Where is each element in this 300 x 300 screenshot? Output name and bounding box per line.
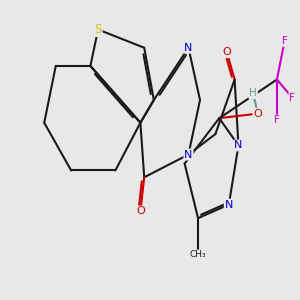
Text: H: H (249, 88, 257, 98)
Text: O: O (223, 47, 231, 57)
Text: N: N (184, 43, 193, 53)
Text: F: F (290, 93, 295, 103)
Text: N: N (184, 149, 193, 160)
Text: N: N (225, 200, 233, 209)
Text: O: O (136, 206, 145, 216)
Text: F: F (282, 36, 288, 46)
Text: CH₃: CH₃ (190, 250, 206, 259)
Text: N: N (234, 140, 243, 151)
Text: O: O (253, 109, 262, 118)
Text: F: F (274, 116, 280, 125)
Text: S: S (94, 23, 102, 36)
